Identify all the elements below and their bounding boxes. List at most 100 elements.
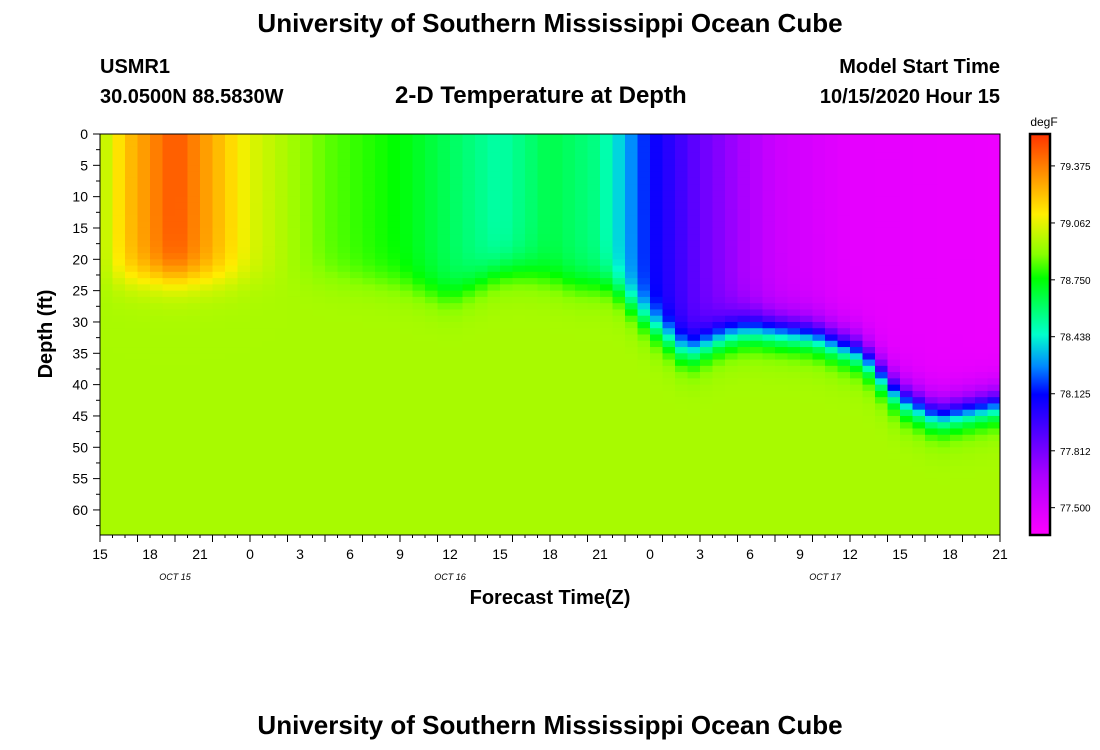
heatmap-cell — [512, 528, 526, 535]
heatmap-cell — [675, 434, 689, 442]
heatmap-cell — [950, 253, 964, 260]
heatmap-cell — [462, 459, 476, 467]
heatmap-cell — [887, 372, 901, 379]
heatmap-cell — [475, 159, 489, 166]
heatmap-cell — [550, 478, 564, 486]
heatmap-cell — [100, 359, 114, 367]
heatmap-cell — [800, 409, 814, 417]
heatmap-cell — [425, 259, 439, 267]
heatmap-cell — [412, 334, 426, 342]
heatmap-cell — [862, 246, 876, 254]
heatmap-cell — [437, 196, 451, 204]
heatmap-cell — [937, 422, 951, 430]
heatmap-cell — [462, 215, 476, 223]
heatmap-cell — [212, 196, 226, 204]
heatmap-cell — [725, 516, 739, 524]
heatmap-cell — [975, 359, 989, 367]
heatmap-cell — [150, 516, 164, 524]
heatmap-cell — [537, 441, 551, 448]
heatmap-cell — [737, 159, 751, 166]
heatmap-cell — [812, 246, 826, 254]
heatmap-cell — [962, 415, 976, 423]
heatmap-cell — [962, 296, 976, 304]
heatmap-cell — [275, 372, 289, 379]
heatmap-cell — [662, 365, 676, 373]
heatmap-cell — [925, 509, 939, 517]
heatmap-cell — [837, 134, 851, 141]
heatmap-cell — [300, 278, 314, 285]
heatmap-cell — [525, 491, 539, 499]
heatmap-cell — [475, 209, 489, 217]
heatmap-cell — [875, 159, 889, 166]
heatmap-cell — [250, 509, 264, 517]
heatmap-cell — [450, 278, 464, 285]
heatmap-cell — [112, 202, 126, 210]
heatmap-cell — [762, 528, 776, 535]
heatmap-cell — [175, 428, 189, 436]
heatmap-cell — [537, 365, 551, 373]
heatmap-cell — [575, 315, 589, 323]
heatmap-cell — [100, 271, 114, 279]
y-axis-label: Depth (ft) — [35, 290, 57, 379]
heatmap-cell — [750, 359, 764, 367]
heatmap-cell — [600, 522, 614, 530]
heatmap-cell — [725, 509, 739, 517]
heatmap-cell — [325, 265, 339, 273]
heatmap-cell — [862, 466, 876, 473]
heatmap-cell — [862, 378, 876, 386]
heatmap-cell — [500, 290, 514, 298]
heatmap-cell — [775, 209, 789, 217]
heatmap-cell — [437, 171, 451, 179]
heatmap-cell — [962, 478, 976, 486]
heatmap-cell — [962, 522, 976, 530]
heatmap-cell — [925, 441, 939, 448]
heatmap-cell — [187, 184, 201, 191]
heatmap-cell — [625, 447, 639, 455]
heatmap-cell — [837, 397, 851, 405]
heatmap-cell — [950, 159, 964, 166]
heatmap-cell — [550, 321, 564, 329]
heatmap-cell — [362, 303, 376, 311]
heatmap-cell — [412, 503, 426, 511]
heatmap-cell — [562, 159, 576, 166]
heatmap-cell — [850, 196, 864, 204]
heatmap-cell — [712, 240, 726, 248]
heatmap-cell — [775, 422, 789, 430]
heatmap-cell — [900, 215, 914, 223]
heatmap-cell — [887, 227, 901, 235]
heatmap-cell — [612, 209, 626, 217]
heatmap-cell — [500, 253, 514, 260]
heatmap-cell — [750, 365, 764, 373]
heatmap-cell — [175, 215, 189, 223]
heatmap-cell — [737, 303, 751, 311]
heatmap-cell — [600, 234, 614, 242]
heatmap-cell — [962, 221, 976, 229]
heatmap-cell — [787, 484, 801, 492]
heatmap-cell — [737, 171, 751, 179]
heatmap-cell — [312, 296, 326, 304]
heatmap-cell — [862, 528, 876, 535]
heatmap-cell — [537, 378, 551, 386]
heatmap-cell — [350, 315, 364, 323]
heatmap-cell — [437, 227, 451, 235]
heatmap-cell — [162, 447, 176, 455]
heatmap-cell — [562, 234, 576, 242]
heatmap-cell — [300, 159, 314, 166]
heatmap-cell — [800, 491, 814, 499]
heatmap-cell — [975, 328, 989, 336]
heatmap-cell — [487, 459, 501, 467]
heatmap-cell — [625, 422, 639, 430]
heatmap-cell — [412, 384, 426, 392]
heatmap-cell — [350, 234, 364, 242]
heatmap-cell — [262, 146, 276, 154]
heatmap-cell — [675, 459, 689, 467]
heatmap-cell — [912, 309, 926, 317]
heatmap-cell — [150, 472, 164, 480]
heatmap-cell — [237, 234, 251, 242]
heatmap-cell — [900, 466, 914, 473]
heatmap-cell — [175, 271, 189, 279]
heatmap-cell — [675, 177, 689, 185]
heatmap-cell — [212, 134, 226, 141]
heatmap-cell — [712, 353, 726, 361]
